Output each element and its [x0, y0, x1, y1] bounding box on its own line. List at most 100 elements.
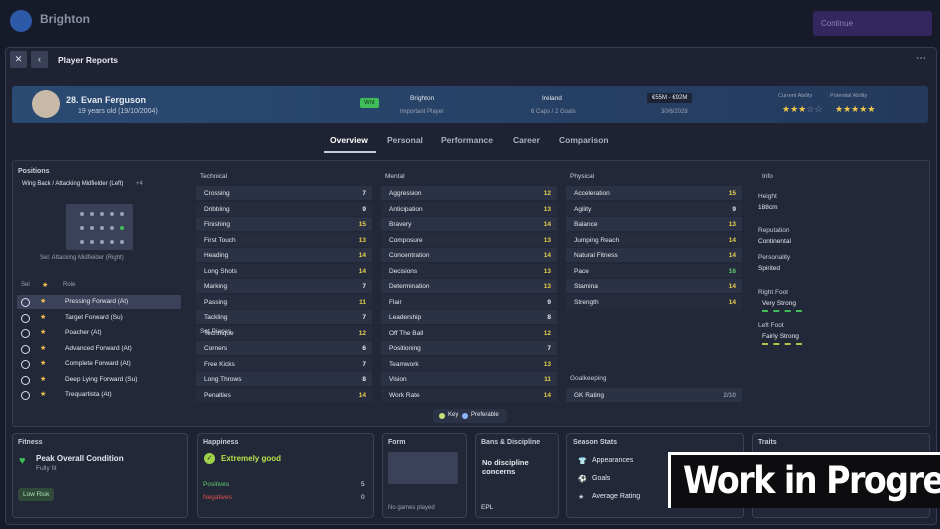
attribute-row	[381, 310, 557, 324]
role-radio[interactable]	[21, 298, 30, 307]
role-name[interactable]: Complete Forward (At)	[65, 360, 131, 367]
attribute-name: Natural Fitness	[574, 252, 618, 259]
attribute-value: 13	[543, 360, 551, 368]
attribute-name: Heading	[204, 252, 229, 259]
role-radio[interactable]	[21, 313, 30, 323]
tab[interactable]: Performance	[441, 135, 493, 145]
attribute-row	[381, 232, 557, 247]
attribute-row	[381, 325, 557, 340]
tab[interactable]: Comparison	[559, 135, 609, 145]
attribute-name: Technique	[204, 329, 234, 337]
role-name[interactable]: Pressing Forward (At)	[65, 298, 129, 305]
role-name[interactable]: Deep Lying Forward (Su)	[65, 375, 138, 383]
attribute-name: Long Throws	[204, 376, 242, 383]
back-button[interactable]: ‹	[31, 51, 48, 68]
bans-card	[475, 433, 559, 518]
attribute-name: Dribbling	[204, 205, 230, 213]
pitch-dot	[120, 240, 124, 244]
role-radio[interactable]	[21, 360, 30, 369]
attribute-value: 8	[362, 376, 366, 383]
attribute-value: 14	[543, 221, 551, 228]
attribute-row	[381, 372, 557, 386]
attribute-value: 7	[362, 360, 366, 368]
attribute-name: Balance	[574, 221, 598, 228]
panel-title[interactable]: Player Reports	[58, 55, 118, 65]
attribute-row	[381, 217, 557, 231]
attribute-group-title: Technical	[200, 173, 228, 180]
info-value: Continental	[758, 238, 791, 245]
contract: 30/6/2028	[661, 109, 688, 115]
role-name[interactable]: Poacher (At)	[65, 329, 102, 336]
attribute-value: 13	[543, 283, 551, 290]
attribute-value: 14	[543, 391, 551, 399]
attribute-row	[196, 263, 372, 278]
pitch-dot	[120, 226, 124, 230]
happiness-title: Happiness	[203, 439, 239, 446]
attribute-value: 14	[358, 391, 366, 399]
tab[interactable]: Overview	[330, 135, 368, 145]
season-title: Season Stats	[573, 439, 617, 446]
sel-header: Sel	[21, 282, 30, 288]
attribute-name: Composure	[389, 236, 423, 244]
pitch-dot	[120, 212, 124, 216]
legend-key: Key	[448, 412, 459, 418]
role-name[interactable]: Advanced Forward (At)	[65, 344, 132, 352]
pitch-dot	[100, 240, 104, 244]
tab[interactable]: Personal	[387, 135, 423, 145]
season-icon: ★	[578, 494, 585, 501]
attribute-value: 12	[543, 329, 551, 337]
value: €55M - €92M	[647, 93, 693, 103]
foot-bar	[762, 310, 802, 312]
role-name[interactable]: Target Forward (Su)	[65, 313, 123, 321]
info-value: Spirited	[758, 265, 781, 272]
season-item: Average Rating	[592, 493, 641, 500]
season-icon: ⚽	[578, 476, 587, 483]
continue-button[interactable]: Continue	[813, 11, 932, 36]
attribute-name: Leadership	[389, 314, 422, 321]
tab-underline	[324, 151, 376, 153]
role-radio[interactable]	[21, 391, 30, 400]
close-button[interactable]: ✕	[10, 51, 27, 68]
attribute-name: Finishing	[204, 221, 231, 228]
attribute-name: Positioning	[389, 345, 421, 352]
attribute-row	[566, 279, 742, 293]
club-name: Brighton	[40, 12, 90, 26]
heart-icon: ♥	[19, 455, 26, 467]
attribute-row	[196, 186, 372, 200]
attribute-row	[196, 294, 372, 309]
attribute-name: Corners	[204, 345, 228, 352]
fitness-headline: Peak Overall Condition	[36, 454, 124, 463]
attribute-row	[381, 263, 557, 278]
ca-stars: ★★★☆☆	[782, 104, 823, 114]
role-radio[interactable]	[21, 344, 30, 354]
pitch-dot	[110, 240, 114, 244]
positions-title: Positions	[18, 168, 50, 175]
bans-title: Bans & Discipline	[481, 439, 541, 446]
pa-stars: ★★★★★	[835, 104, 876, 114]
negatives-value: 0	[361, 494, 365, 501]
role-radio[interactable]	[21, 329, 30, 338]
attribute-name: Acceleration	[574, 190, 610, 197]
menu-button[interactable]: ⋯	[916, 53, 926, 64]
player-card	[12, 86, 928, 123]
info-label: Right Foot	[758, 289, 788, 296]
attribute-name: Stamina	[574, 283, 598, 290]
role-radio[interactable]	[21, 375, 30, 385]
role-name[interactable]: Trequartista (At)	[65, 391, 112, 398]
tab[interactable]: Career	[513, 135, 540, 145]
player-name: 28. Evan Ferguson	[66, 95, 147, 105]
attribute-name: Work Rate	[389, 391, 420, 399]
attribute-name: Marking	[204, 283, 228, 290]
pitch-dot	[80, 240, 84, 244]
attribute-row	[381, 387, 557, 402]
attribute-value: 15	[358, 221, 366, 228]
status-badge: Wnt	[360, 98, 379, 108]
attribute-row	[381, 294, 557, 309]
role-icon: ★	[40, 344, 47, 352]
attribute-row	[566, 201, 742, 216]
info-label: Left Foot	[758, 322, 784, 329]
role-icon: ★	[40, 360, 47, 367]
star-header: ★	[42, 282, 49, 289]
attribute-value: 12	[543, 190, 551, 197]
attribute-name: Penalties	[204, 391, 231, 399]
